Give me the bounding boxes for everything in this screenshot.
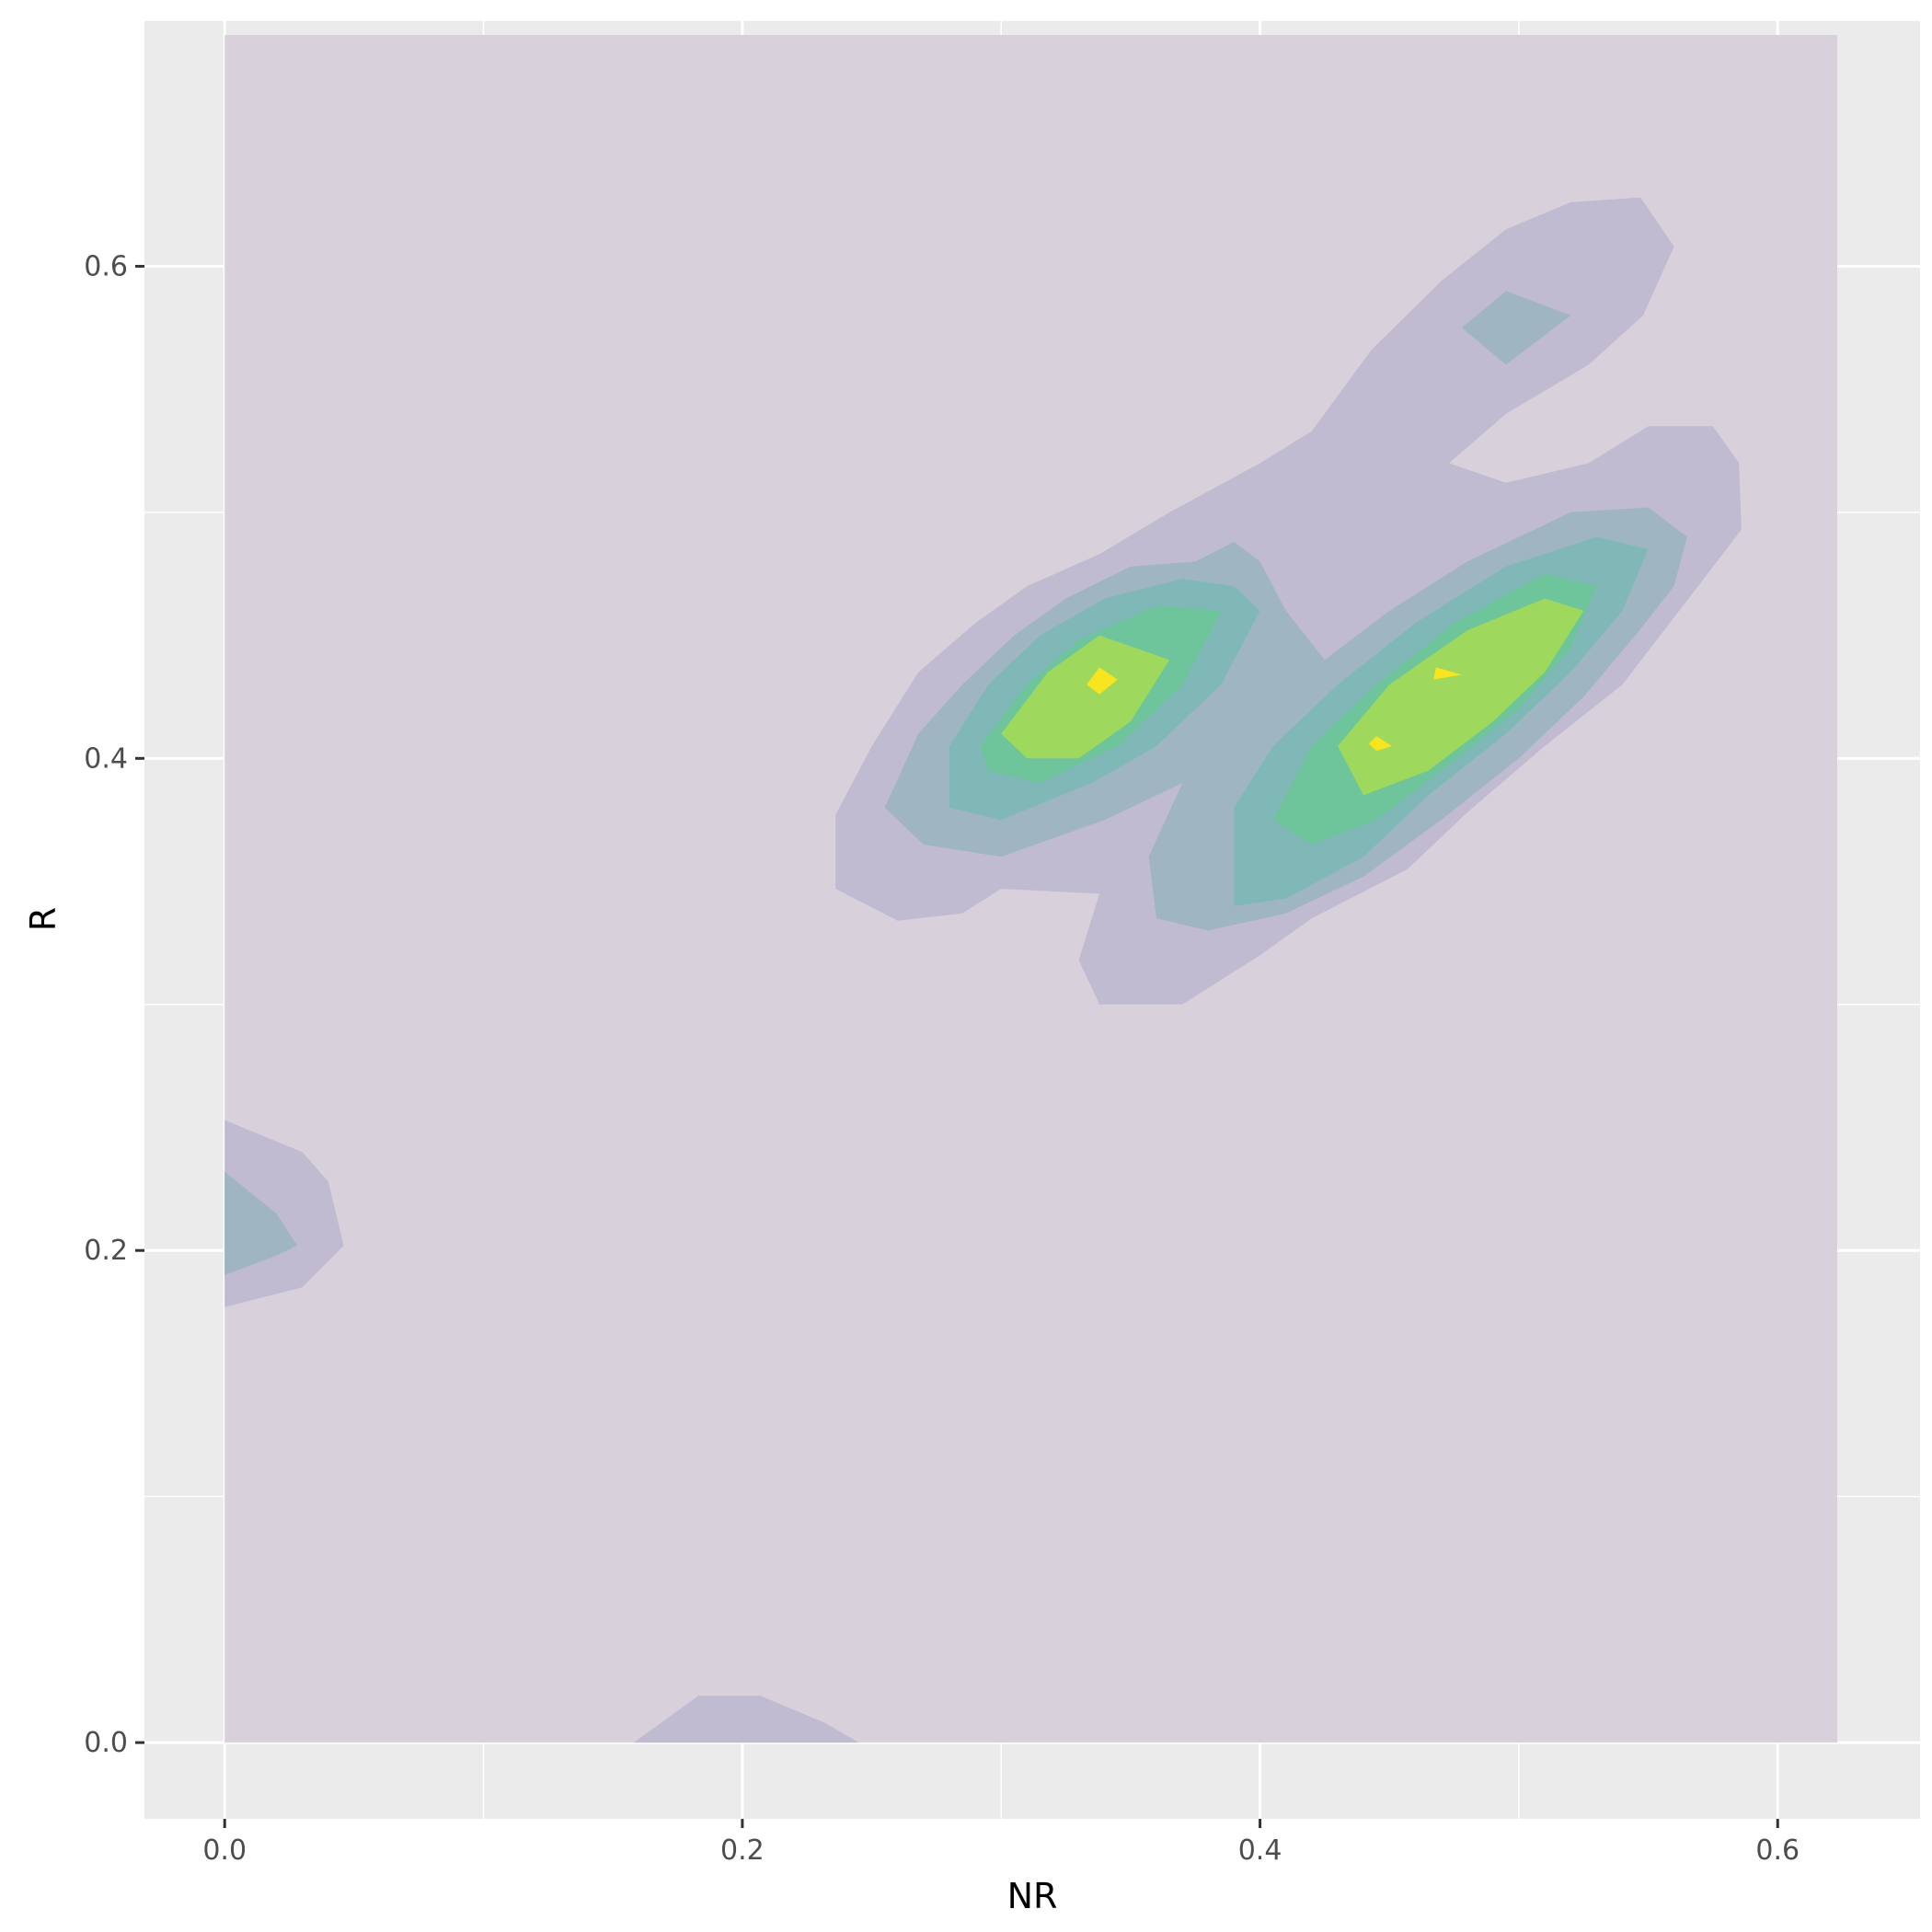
x-axis: 0.0 0.2 0.4 0.6 xyxy=(202,1819,1800,1867)
contour-level-7-region-2 xyxy=(1433,667,1462,680)
contour-level-2-region-3 xyxy=(633,1696,859,1743)
x-tick-label: 0.2 xyxy=(720,1834,765,1867)
y-axis: 0.0 0.2 0.4 0.6 xyxy=(84,250,144,1759)
x-tick-label: 0.0 xyxy=(202,1834,247,1867)
contour-level-3-region-2 xyxy=(224,1171,297,1275)
x-axis-title: NR xyxy=(1007,1876,1058,1916)
contour-level-7-region-3 xyxy=(1368,736,1393,752)
x-tick-label: 0.4 xyxy=(1238,1834,1282,1867)
y-tick-label: 0.0 xyxy=(84,1727,128,1759)
contour-level-7-region-1 xyxy=(1087,667,1118,695)
contour-level-3-region-3 xyxy=(1462,291,1571,365)
contour-layers xyxy=(224,35,1838,1743)
y-tick-label: 0.6 xyxy=(84,250,128,282)
y-axis-title: R xyxy=(23,907,63,931)
x-tick-label: 0.6 xyxy=(1755,1834,1800,1867)
contour-level-6-region-2 xyxy=(1338,598,1584,796)
contour-level-6-region-1 xyxy=(1001,635,1170,759)
y-tick-label: 0.4 xyxy=(84,742,128,775)
y-tick-label: 0.2 xyxy=(84,1235,128,1267)
